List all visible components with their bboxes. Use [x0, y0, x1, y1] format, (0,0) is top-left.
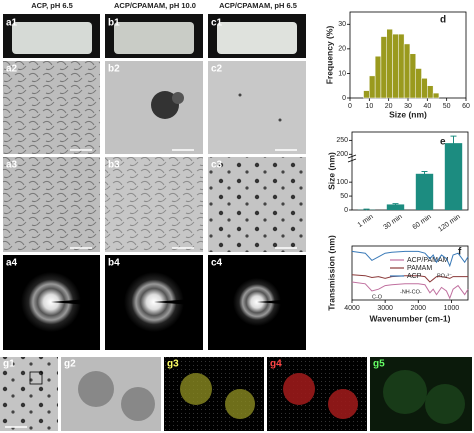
headers: ACP, pH 6.5 ACP/CPAMAM, pH 10.0 ACP/CPAM…	[31, 1, 297, 10]
y-tick-label: 0	[344, 207, 348, 214]
panel-label: g4	[270, 359, 282, 370]
histogram-bar	[415, 68, 422, 99]
y-tick-label: 250	[336, 137, 348, 144]
panel-label: d	[440, 15, 446, 26]
axis-break	[347, 154, 357, 163]
histogram-bar	[432, 92, 440, 99]
error-bar	[363, 208, 370, 211]
images	[0, 14, 472, 431]
column-header: ACP/CPAMAM, pH 10.0	[114, 1, 196, 10]
histogram-bar	[421, 78, 428, 99]
panel-label: a4	[6, 258, 18, 269]
x-tick-label: 40	[423, 103, 431, 110]
bar	[444, 143, 463, 210]
panel-label: e	[440, 137, 446, 148]
histogram-bar	[386, 28, 393, 99]
x-tick-label: 60 min	[411, 213, 432, 231]
column-header: ACP/CPAMAM, pH 6.5	[219, 1, 297, 10]
error-bar	[392, 203, 399, 206]
line-series	[351, 281, 469, 300]
legend-label: ACP	[407, 273, 422, 280]
panel-label: b2	[108, 64, 120, 75]
panel-label: g5	[373, 359, 385, 370]
panel-label: a1	[6, 18, 18, 29]
y-tick-label: 30	[338, 21, 346, 28]
x-axis-label: Wavenumber (cm-1)	[370, 313, 451, 323]
histogram-bar	[409, 53, 416, 99]
bar	[386, 204, 405, 210]
x-tick-label: 10	[365, 103, 373, 110]
x-tick-label: 120 min	[437, 213, 462, 233]
plot-frame	[351, 245, 469, 301]
line-series	[351, 274, 468, 283]
panel-label: g2	[64, 359, 76, 370]
y-axis-label: Size (nm)	[326, 152, 336, 190]
histogram-bar	[398, 33, 405, 99]
y-tick-label: 0	[342, 95, 346, 102]
x-tick-label: 20	[385, 103, 393, 110]
x-tick-label: 50	[443, 103, 451, 110]
panel-label: b1	[108, 18, 120, 29]
x-axis-label: Size (nm)	[389, 109, 427, 119]
x-tick-label: 3000	[377, 305, 393, 312]
y-tick-label: 200	[336, 151, 348, 158]
error-bar	[450, 135, 457, 151]
panel-label: c1	[211, 18, 223, 29]
histogram-bar	[392, 33, 399, 99]
legend-label: PAMAM	[407, 265, 432, 272]
x-tick-label: 1000	[444, 305, 460, 312]
panel-label: g1	[3, 359, 15, 370]
x-tick-label: 2000	[410, 305, 426, 312]
y-axis-label: Transmission (nm)	[326, 235, 336, 311]
panel-label: c3	[211, 160, 223, 171]
panel-label: g3	[167, 359, 179, 370]
x-tick-label: 4000	[344, 305, 360, 312]
column-header: ACP, pH 6.5	[31, 1, 73, 10]
annotation: C-O	[372, 294, 383, 300]
histogram-bar	[427, 85, 434, 99]
panel-label: c4	[211, 258, 223, 269]
y-tick-label: 10	[338, 70, 346, 77]
histogram-bar	[369, 75, 376, 99]
panel-label: f	[458, 247, 462, 258]
x-tick-label: 0	[348, 103, 352, 110]
error-bar	[421, 171, 428, 177]
y-axis-label: Frequency (%)	[324, 26, 334, 85]
plot-frame	[351, 131, 469, 211]
histogram-bar	[374, 55, 382, 99]
histogram-bar	[380, 36, 387, 99]
x-tick-label: 1 min	[357, 213, 375, 229]
y-tick-label: 100	[336, 179, 348, 186]
charts: d Frequency (%) Size (nm) 0 10 20 30 0 10 20 30 40 5…	[324, 11, 470, 323]
histogram-bar	[403, 43, 411, 99]
panel-label: b3	[108, 160, 120, 171]
x-tick-label: 60	[462, 103, 470, 110]
panel-label: a2	[6, 64, 18, 75]
histogram-bar	[363, 90, 370, 99]
annotation: PO₄³⁻	[437, 273, 452, 279]
panel-label: c2	[211, 64, 223, 75]
bar	[415, 173, 434, 210]
panel-label: b4	[108, 258, 120, 269]
line-series	[351, 250, 469, 268]
panel-label: a3	[6, 160, 18, 171]
x-tick-label: 30 min	[382, 213, 403, 231]
x-tick-label: 30	[404, 103, 412, 110]
legend-label: ACP/PAMAM	[407, 257, 449, 264]
annotation: -NH-CO-	[400, 289, 422, 295]
panel-labels: a1 b1 c1 a2 b2 c2 a3 b3 c3 a4 b4 c4 g1 g2 g3 g4 g5	[3, 18, 385, 428]
y-tick-label: 20	[338, 46, 346, 53]
y-tick-label: 50	[340, 193, 348, 200]
